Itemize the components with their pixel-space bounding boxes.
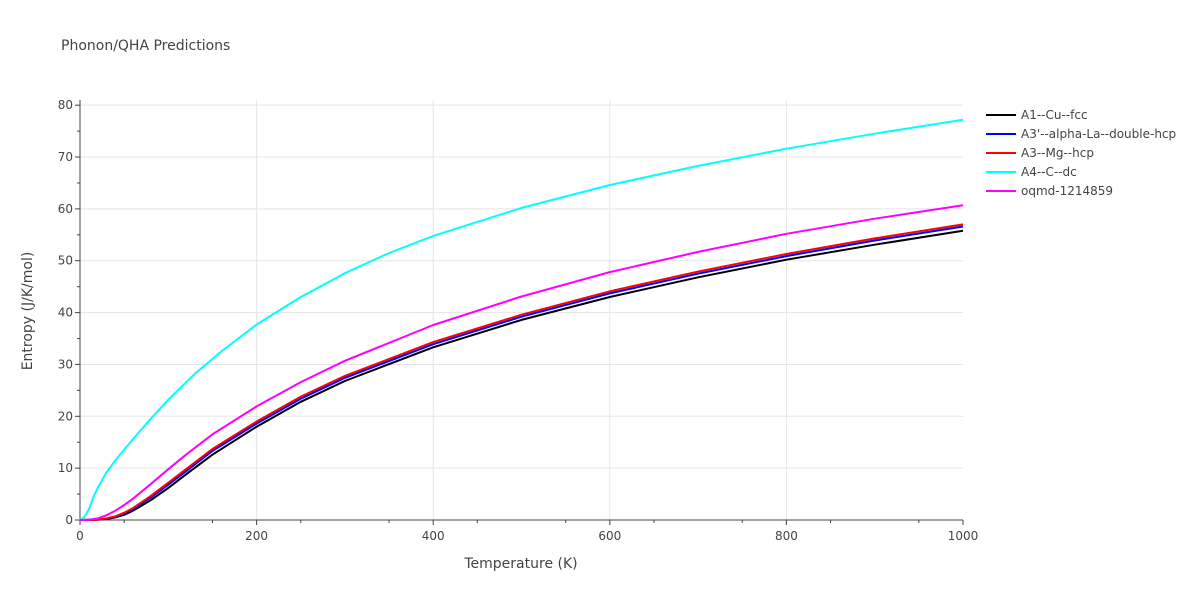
- y-tick-label: 40: [58, 306, 73, 320]
- x-tick-label: 1000: [948, 529, 979, 543]
- chart-title: Phonon/QHA Predictions: [61, 38, 230, 54]
- y-tick-label: 70: [58, 150, 73, 164]
- y-tick-label: 20: [58, 409, 73, 423]
- y-tick-label: 10: [58, 461, 73, 475]
- x-tick-labels: 0 200 400 600 800 1000: [76, 529, 978, 543]
- x-tick-label: 800: [775, 529, 798, 543]
- y-tick-label: 60: [58, 202, 73, 216]
- y-tick-label: 80: [58, 98, 73, 112]
- x-tick-label: 400: [422, 529, 445, 543]
- y-tick-labels: 0 10 20 30 40 50 60 70 80: [58, 98, 73, 527]
- axes: [75, 100, 964, 525]
- legend-item[interactable]: A4--C--dc: [986, 165, 1077, 179]
- legend-label: A3'--alpha-La--double-hcp: [1021, 127, 1176, 141]
- series-line: [79, 223, 964, 521]
- grid-lines: [80, 100, 963, 520]
- y-tick-label: 50: [58, 254, 73, 268]
- legend-item[interactable]: A3--Mg--hcp: [986, 146, 1094, 160]
- y-tick-label: 0: [65, 513, 73, 527]
- legend-label: A4--C--dc: [1021, 165, 1077, 179]
- series-line: [79, 204, 964, 521]
- legend-label: A1--Cu--fcc: [1021, 108, 1088, 122]
- x-axis-title: Temperature (K): [463, 556, 577, 572]
- series-line: [79, 118, 964, 521]
- legend-item[interactable]: A3'--alpha-La--double-hcp: [986, 127, 1176, 141]
- y-tick-label: 30: [58, 357, 73, 371]
- legend: A1--Cu--fcc A3'--alpha-La--double-hcp A3--…: [986, 108, 1176, 198]
- x-tick-label: 200: [245, 529, 268, 543]
- x-tick-label: 0: [76, 529, 84, 543]
- legend-label: A3--Mg--hcp: [1021, 146, 1094, 160]
- series-lines: [79, 118, 964, 521]
- legend-item[interactable]: A1--Cu--fcc: [986, 108, 1088, 122]
- legend-item[interactable]: oqmd-1214859: [986, 184, 1113, 198]
- legend-label: oqmd-1214859: [1021, 184, 1113, 198]
- x-tick-label: 600: [598, 529, 621, 543]
- y-axis-title: Entropy (J/K/mol): [20, 252, 36, 371]
